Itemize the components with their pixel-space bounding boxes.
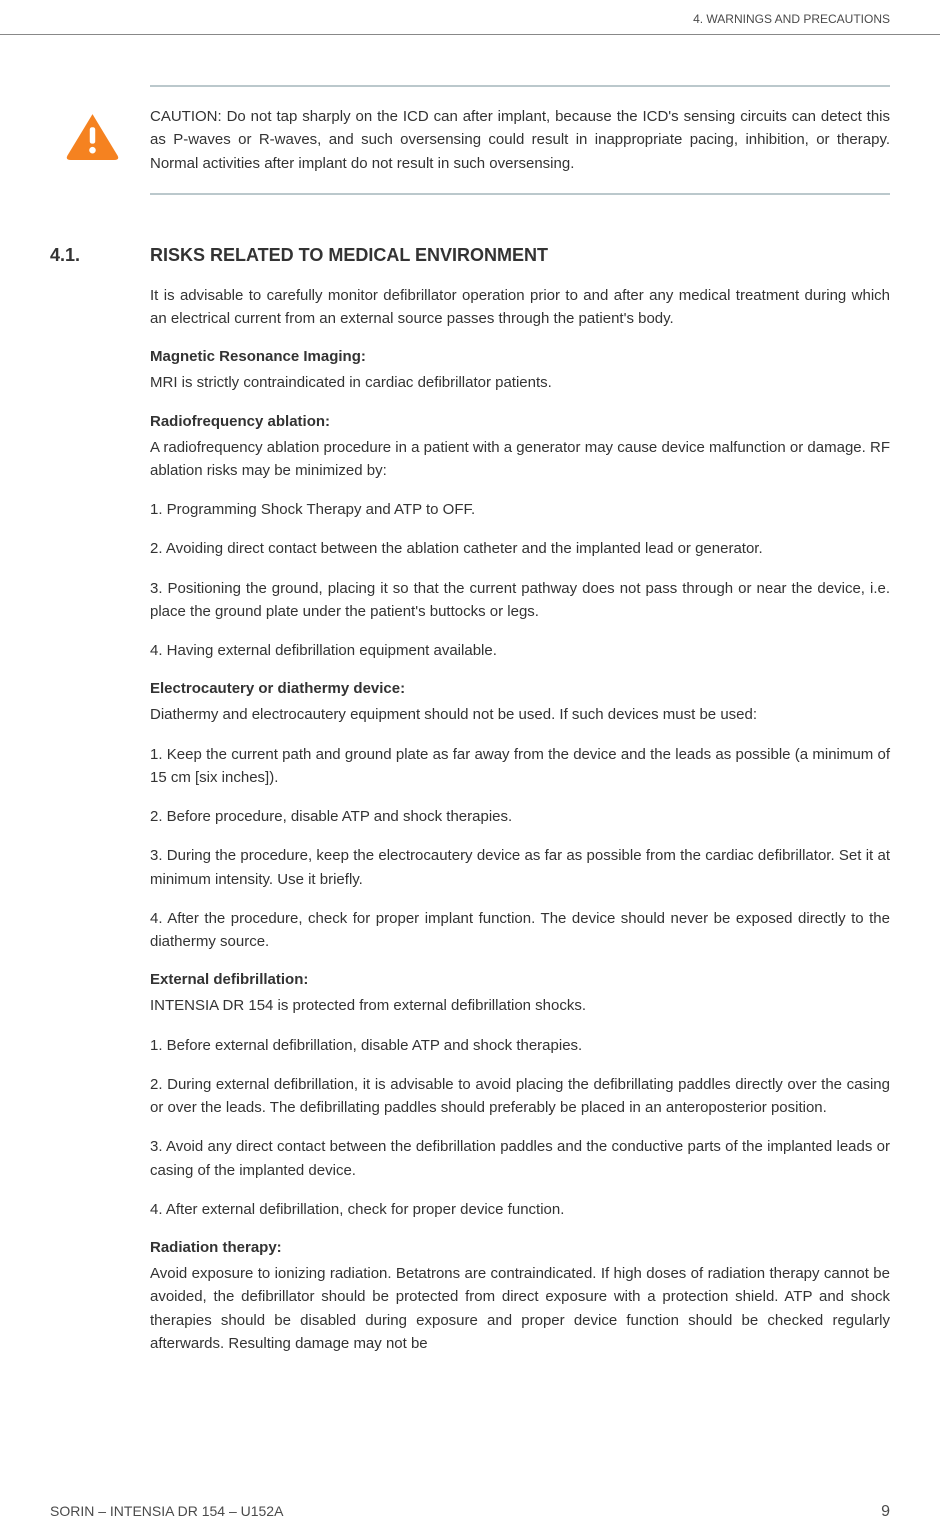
page-number: 9 [881,1503,890,1521]
page-header: 4. WARNINGS AND PRECAUTIONS [0,0,940,35]
rfa-heading: Radiofrequency ablation: [150,413,890,430]
extdefib-p2: 1. Before external defibrillation, disab… [150,1034,890,1057]
section-heading-row: 4.1. RISKS RELATED TO MEDICAL ENVIRONMEN… [50,245,890,266]
section-title: RISKS RELATED TO MEDICAL ENVIRONMENT [150,245,548,266]
body-content: It is advisable to carefully monitor def… [150,284,890,1355]
extdefib-p5: 4. After external defibrillation, check … [150,1198,890,1221]
electro-p4: 3. During the procedure, keep the electr… [150,844,890,891]
extdefib-heading: External defibrillation: [150,971,890,988]
radiation-p1: Avoid exposure to ionizing radiation. Be… [150,1262,890,1355]
rfa-p4: 3. Positioning the ground, placing it so… [150,577,890,624]
section-intro: It is advisable to carefully monitor def… [150,284,890,331]
rfa-p3: 2. Avoiding direct contact between the a… [150,537,890,560]
content-area: CAUTION: Do not tap sharply on the ICD c… [0,85,940,1355]
mri-heading: Magnetic Resonance Imaging: [150,348,890,365]
extdefib-p3: 2. During external defibrillation, it is… [150,1073,890,1120]
rfa-p5: 4. Having external defibrillation equipm… [150,639,890,662]
rfa-p2: 1. Programming Shock Therapy and ATP to … [150,498,890,521]
caution-box: CAUTION: Do not tap sharply on the ICD c… [150,85,890,195]
rfa-p1: A radiofrequency ablation procedure in a… [150,436,890,483]
extdefib-p4: 3. Avoid any direct contact between the … [150,1135,890,1182]
caution-text: CAUTION: Do not tap sharply on the ICD c… [150,105,890,175]
electro-p1: Diathermy and electrocautery equipment s… [150,703,890,726]
warning-icon [65,112,120,160]
electro-p2: 1. Keep the current path and ground plat… [150,743,890,790]
header-breadcrumb: 4. WARNINGS AND PRECAUTIONS [693,12,890,26]
electro-p5: 4. After the procedure, check for proper… [150,907,890,954]
section-number: 4.1. [50,245,150,266]
mri-p1: MRI is strictly contraindicated in cardi… [150,371,890,394]
page-footer: SORIN – INTENSIA DR 154 – U152A 9 [50,1503,890,1521]
electro-heading: Electrocautery or diathermy device: [150,680,890,697]
radiation-heading: Radiation therapy: [150,1239,890,1256]
footer-left: SORIN – INTENSIA DR 154 – U152A [50,1503,283,1521]
extdefib-p1: INTENSIA DR 154 is protected from extern… [150,994,890,1017]
electro-p3: 2. Before procedure, disable ATP and sho… [150,805,890,828]
